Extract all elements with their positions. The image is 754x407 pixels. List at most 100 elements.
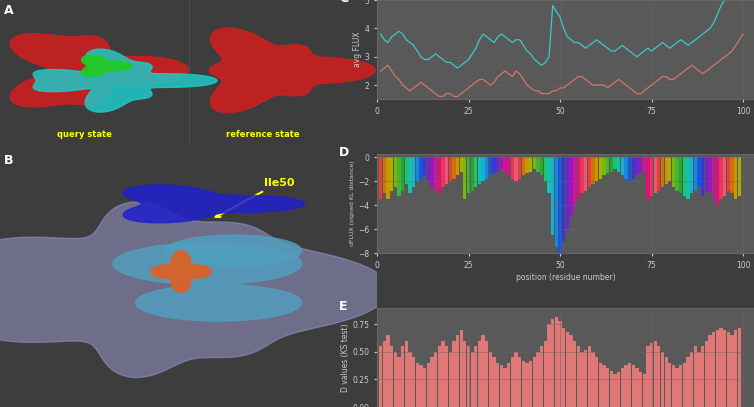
Bar <box>559 321 562 407</box>
Bar <box>569 335 572 407</box>
Bar <box>694 346 697 407</box>
Bar <box>661 158 664 187</box>
Text: reference state: reference state <box>226 130 300 139</box>
Text: Ile50: Ile50 <box>216 177 294 217</box>
Bar <box>577 158 580 199</box>
Bar <box>609 158 613 172</box>
Bar <box>602 158 605 175</box>
Bar <box>683 363 686 407</box>
Bar <box>463 341 467 407</box>
Bar <box>449 352 452 407</box>
Bar <box>668 363 672 407</box>
Bar <box>463 158 467 199</box>
Bar <box>431 357 434 407</box>
Bar <box>734 330 737 407</box>
Bar <box>683 158 686 196</box>
Bar <box>727 158 730 191</box>
Polygon shape <box>81 55 132 77</box>
Bar <box>602 365 605 407</box>
Bar <box>632 158 635 179</box>
Bar <box>712 332 716 407</box>
Bar <box>394 352 397 407</box>
Bar <box>397 357 400 407</box>
Bar <box>485 158 489 179</box>
Bar <box>547 324 550 407</box>
Bar <box>467 158 470 193</box>
Bar <box>577 346 580 407</box>
Bar <box>412 357 415 407</box>
Bar <box>734 158 737 199</box>
Bar <box>409 158 412 193</box>
Bar <box>526 363 529 407</box>
Bar <box>731 335 734 407</box>
Bar <box>522 361 525 407</box>
Bar <box>379 346 382 407</box>
Polygon shape <box>123 185 305 223</box>
Bar <box>445 158 448 184</box>
Bar <box>452 341 455 407</box>
Bar <box>496 158 499 172</box>
Bar <box>719 158 722 199</box>
Bar <box>562 328 566 407</box>
Bar <box>492 158 496 173</box>
Bar <box>712 158 716 199</box>
6dgx_monomer_human <box>464 57 473 62</box>
Bar <box>635 368 639 407</box>
Bar <box>427 363 430 407</box>
Bar <box>533 357 536 407</box>
Bar <box>441 341 445 407</box>
Bar <box>526 158 529 173</box>
Bar <box>617 158 621 172</box>
Bar <box>661 352 664 407</box>
6dgx_dimer_human <box>449 94 458 99</box>
Bar <box>514 158 518 182</box>
Bar <box>599 158 602 179</box>
Bar <box>536 352 540 407</box>
Bar <box>431 158 434 187</box>
Bar <box>441 158 445 187</box>
Bar <box>500 158 503 169</box>
Bar <box>405 158 408 184</box>
6dgx_monomer_human <box>376 32 385 37</box>
Bar <box>386 158 390 199</box>
6dgx_dimer_human <box>566 80 575 85</box>
Bar <box>529 361 532 407</box>
Bar <box>587 158 591 187</box>
Bar <box>676 368 679 407</box>
Bar <box>697 352 700 407</box>
Bar <box>482 335 485 407</box>
Bar <box>437 346 441 407</box>
Bar <box>405 341 408 407</box>
Bar <box>737 158 741 196</box>
Bar <box>595 158 598 182</box>
Bar <box>639 372 642 407</box>
Bar <box>397 158 400 196</box>
6dgx_monomer_human <box>596 40 605 45</box>
Bar <box>664 357 668 407</box>
6dgx_dimer_human <box>435 94 444 99</box>
Bar <box>587 346 591 407</box>
6dgx_dimer_human <box>713 60 722 65</box>
Bar <box>690 158 694 193</box>
Bar <box>390 346 394 407</box>
Bar <box>518 158 522 179</box>
Bar <box>701 158 704 196</box>
Bar <box>547 158 550 193</box>
Bar <box>401 158 404 191</box>
Polygon shape <box>33 49 217 112</box>
Bar <box>415 363 419 407</box>
Bar <box>731 158 734 193</box>
Polygon shape <box>151 251 211 292</box>
6dgx_dimer_human <box>724 51 733 56</box>
Bar <box>555 317 558 407</box>
Bar <box>581 352 584 407</box>
Bar <box>504 368 507 407</box>
Bar <box>701 346 704 407</box>
Bar <box>419 158 422 179</box>
Bar <box>459 158 463 172</box>
6dgx_monomer_human <box>566 37 575 42</box>
Bar <box>668 158 672 182</box>
Bar <box>719 328 722 407</box>
Bar <box>628 158 631 182</box>
Bar <box>650 343 653 407</box>
